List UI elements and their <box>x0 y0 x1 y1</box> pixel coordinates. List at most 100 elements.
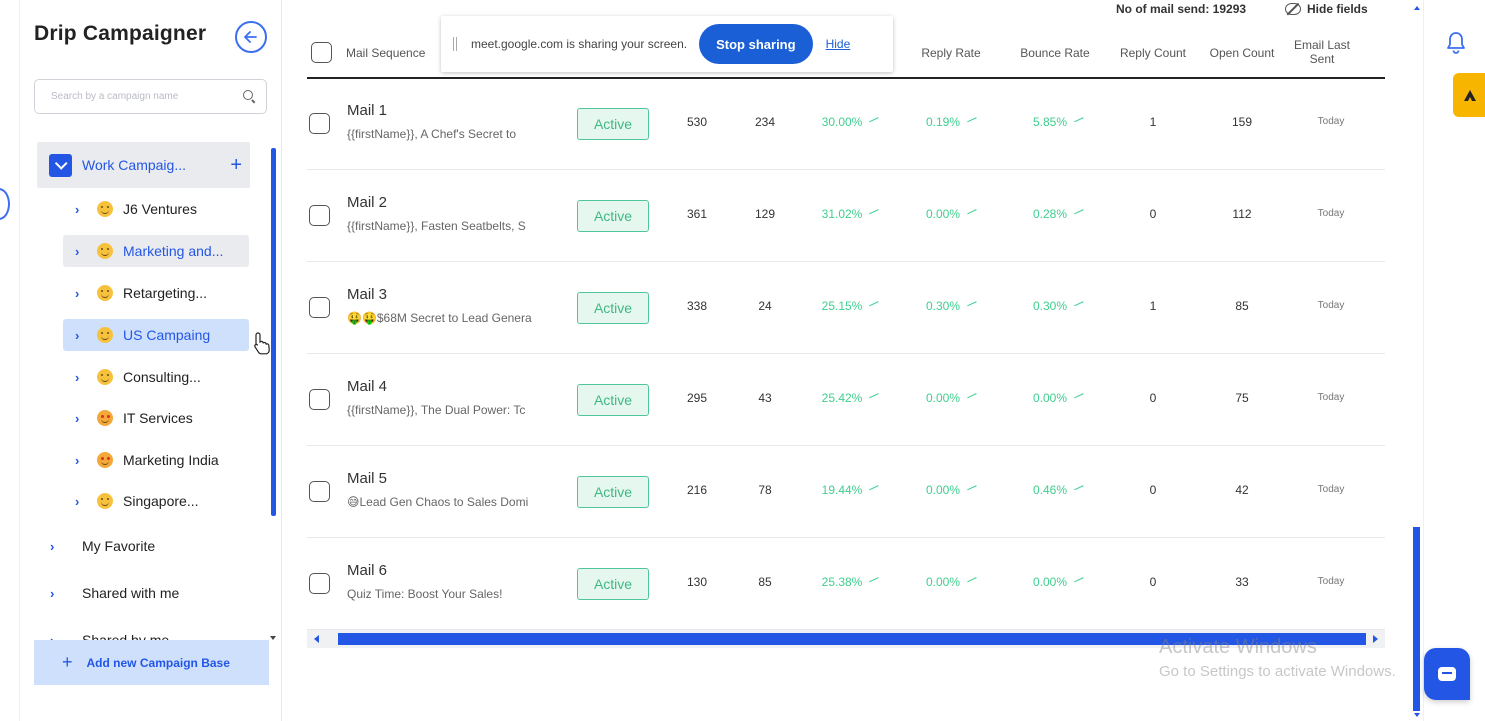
header-open-count[interactable]: Open Count <box>1209 46 1275 60</box>
chevron-right-icon[interactable]: › <box>75 285 80 301</box>
sidebar-item-marketing-and[interactable]: › Marketing and... <box>63 235 249 267</box>
table-row[interactable]: Mail 3 🤑🤑$68M Secret to Lead Genera Acti… <box>307 262 1385 354</box>
trend-up-icon <box>869 301 882 311</box>
select-all-checkbox[interactable] <box>311 42 332 63</box>
sidebar-item-shared-with-me[interactable]: › Shared with me <box>50 579 179 607</box>
sidebar-item-it-services[interactable]: › IT Services <box>63 402 249 434</box>
bounce-rate: 0.28% <box>1014 207 1104 221</box>
vertical-scroll-thumb[interactable] <box>1413 527 1420 711</box>
header-email-last-sent[interactable]: Email Last Sent <box>1292 38 1352 66</box>
sidebar-item-singapore[interactable]: › Singapore... <box>63 485 249 517</box>
table-row[interactable]: Mail 2 {{firstName}}, Fasten Seatbelts, … <box>307 170 1385 262</box>
chevron-right-icon[interactable]: › <box>75 201 80 217</box>
reply-count: 0 <box>1149 207 1157 221</box>
campaign-search-input[interactable] <box>51 91 243 102</box>
extension-badge[interactable] <box>1453 73 1485 117</box>
header-reply-count[interactable]: Reply Count <box>1119 46 1187 60</box>
reply-rate-value: 0.00% <box>925 483 961 497</box>
status-badge[interactable]: Active <box>577 292 649 324</box>
chevron-right-icon[interactable]: › <box>50 632 55 641</box>
row-checkbox[interactable] <box>309 205 330 226</box>
table-horizontal-scrollbar[interactable] <box>307 630 1385 648</box>
mail-title[interactable]: Mail 2 <box>347 194 388 211</box>
sidebar-item-label: Shared by me <box>82 632 170 640</box>
chevron-right-icon[interactable]: › <box>75 327 80 343</box>
campaign-group-work[interactable]: Work Campaig... + <box>37 142 250 188</box>
status-badge[interactable]: Active <box>577 108 649 140</box>
sidebar-item-j6-ventures[interactable]: › J6 Ventures <box>63 193 249 225</box>
scroll-left-icon[interactable] <box>314 635 319 643</box>
drag-handle-icon[interactable] <box>453 37 457 51</box>
collapse-sidebar-button[interactable] <box>235 21 267 53</box>
trend-up-icon <box>869 117 882 127</box>
add-subfolder-icon[interactable]: + <box>230 154 242 176</box>
open-count: 112 <box>1232 207 1252 221</box>
status-badge[interactable]: Active <box>577 384 649 416</box>
reply-rate: 0.00% <box>907 391 997 405</box>
row-checkbox[interactable] <box>309 389 330 410</box>
table-row[interactable]: Mail 4 {{firstName}}, The Dual Power: Tc… <box>307 354 1385 446</box>
sidebar-item-label: Marketing and... <box>123 243 224 259</box>
chevron-right-icon[interactable]: › <box>75 452 80 468</box>
horizontal-scroll-thumb[interactable] <box>338 633 1366 645</box>
status-badge[interactable]: Active <box>577 200 649 232</box>
open-rate-value: 25.42% <box>821 391 863 405</box>
scroll-right-icon[interactable] <box>1373 635 1378 643</box>
table-row[interactable]: Mail 6 Quiz Time: Boost Your Sales! Acti… <box>307 538 1385 630</box>
mail-title[interactable]: Mail 5 <box>347 470 388 487</box>
table-row[interactable]: Mail 5 😅Lead Gen Chaos to Sales Domi Act… <box>307 446 1385 538</box>
mail-subject: 🤑🤑$68M Secret to Lead Genera <box>347 311 532 325</box>
opened-count: 85 <box>758 575 772 589</box>
reply-rate-value: 0.00% <box>925 391 961 405</box>
row-checkbox[interactable] <box>309 297 330 318</box>
header-bounce-rate[interactable]: Bounce Rate <box>1020 46 1090 60</box>
reply-rate-value: 0.00% <box>925 575 961 589</box>
sidebar-item-my-favorite[interactable]: › My Favorite <box>50 532 155 560</box>
row-checkbox[interactable] <box>309 481 330 502</box>
row-checkbox[interactable] <box>309 113 330 134</box>
chevron-right-icon[interactable]: › <box>50 585 55 601</box>
hide-share-bar-link[interactable]: Hide <box>825 37 851 51</box>
mail-title[interactable]: Mail 6 <box>347 562 388 579</box>
scroll-down-icon[interactable] <box>270 636 276 640</box>
sidebar-item-retargeting[interactable]: › Retargeting... <box>63 277 249 309</box>
header-mail-sequence[interactable]: Mail Sequence <box>346 46 426 60</box>
chevron-right-icon[interactable]: › <box>75 493 80 509</box>
row-checkbox[interactable] <box>309 573 330 594</box>
sidebar-item-label: IT Services <box>123 410 193 426</box>
hide-fields-button[interactable]: Hide fields <box>1285 2 1368 16</box>
tree-scroll-thumb[interactable] <box>271 148 276 516</box>
mail-subject: {{firstName}}, A Chef's Secret to <box>347 127 517 141</box>
sidebar-item-us-campaing[interactable]: › US Campaing <box>63 319 249 351</box>
open-rate-value: 19.44% <box>821 483 863 497</box>
chevron-right-icon[interactable]: › <box>50 538 55 554</box>
mail-title[interactable]: Mail 4 <box>347 378 388 395</box>
sidebar-item-marketing-india[interactable]: › Marketing India <box>63 444 249 476</box>
sent-count: 338 <box>686 299 708 313</box>
group-checkbox[interactable] <box>49 153 72 177</box>
tree-scrollbar[interactable] <box>270 140 278 640</box>
mail-title[interactable]: Mail 3 <box>347 286 388 303</box>
table-row[interactable]: Mail 1 {{firstName}}, A Chef's Secret to… <box>307 78 1385 170</box>
status-badge[interactable]: Active <box>577 476 649 508</box>
scroll-down-icon[interactable] <box>1414 713 1420 717</box>
right-rail <box>1423 0 1485 721</box>
search-icon[interactable] <box>243 90 256 103</box>
sidebar-item-consulting[interactable]: › Consulting... <box>63 361 249 393</box>
chevron-right-icon[interactable]: › <box>75 369 80 385</box>
status-badge[interactable]: Active <box>577 568 649 600</box>
sidebar-item-shared-by-me[interactable]: › Shared by me <box>50 626 169 640</box>
edge-circle-icon[interactable] <box>0 188 10 220</box>
chevron-right-icon[interactable]: › <box>75 410 80 426</box>
header-reply-rate[interactable]: Reply Rate <box>921 46 981 60</box>
mail-title[interactable]: Mail 1 <box>347 102 388 119</box>
scroll-up-icon[interactable] <box>1414 6 1420 10</box>
chat-button[interactable] <box>1424 648 1470 700</box>
open-count: 33 <box>1235 575 1249 589</box>
stop-sharing-button[interactable]: Stop sharing <box>699 24 813 64</box>
chevron-right-icon[interactable]: › <box>75 243 80 259</box>
add-campaign-base-button[interactable]: + Add new Campaign Base <box>34 640 269 685</box>
reply-count: 0 <box>1149 575 1157 589</box>
page-vertical-scrollbar[interactable] <box>1411 0 1423 721</box>
bell-icon[interactable] <box>1446 31 1466 55</box>
